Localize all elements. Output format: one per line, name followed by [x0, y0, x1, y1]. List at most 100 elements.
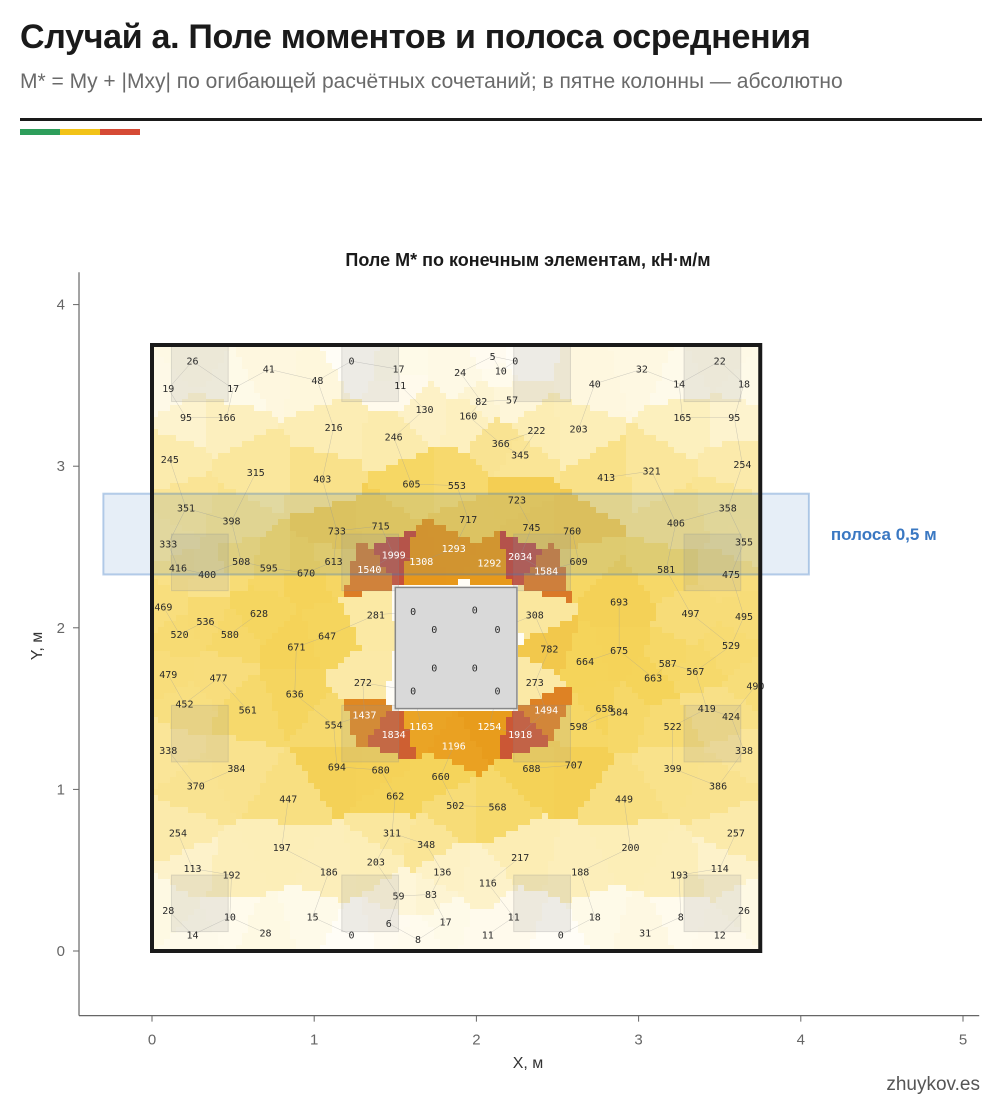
- fe-cell: [446, 477, 453, 484]
- fe-cell: [500, 369, 507, 376]
- fe-cell: [692, 399, 699, 406]
- fe-cell: [554, 369, 561, 376]
- fe-cell: [290, 465, 297, 472]
- fe-cell: [194, 513, 201, 520]
- fe-cell: [722, 435, 729, 442]
- fe-cell: [212, 435, 219, 442]
- fe-cell: [752, 471, 759, 478]
- fe-cell: [614, 351, 621, 358]
- fe-cell: [578, 393, 585, 400]
- fe-cell: [410, 399, 417, 406]
- fe-cell: [176, 351, 183, 358]
- fe-cell: [548, 417, 555, 424]
- fe-cell: [650, 495, 657, 502]
- fe-cell: [572, 435, 579, 442]
- fe-cell: [476, 519, 483, 526]
- fe-cell: [236, 357, 243, 364]
- fe-cell: [608, 585, 615, 592]
- fe-cell: [752, 591, 759, 598]
- fe-cell: [722, 375, 729, 382]
- fe-cell: [242, 507, 249, 514]
- fe-cell: [524, 459, 531, 466]
- fe-cell: [686, 465, 693, 472]
- fe-cell: [368, 525, 375, 532]
- fe-cell: [566, 435, 573, 442]
- fe-cell: [206, 483, 213, 490]
- fe-cell: [284, 537, 291, 544]
- fe-cell: [572, 357, 579, 364]
- fe-cell: [266, 633, 273, 640]
- fe-cell: [470, 483, 477, 490]
- fe-cell: [626, 477, 633, 484]
- fe-cell: [230, 579, 237, 586]
- fe-cell: [692, 357, 699, 364]
- fe-cell: [500, 387, 507, 394]
- fe-cell: [314, 495, 321, 502]
- fe-cell: [560, 453, 567, 460]
- fe-cell: [512, 393, 519, 400]
- fe-cell: [272, 525, 279, 532]
- fe-cell: [350, 621, 357, 628]
- fe-cell: [152, 387, 159, 394]
- fe-cell: [194, 531, 201, 538]
- fe-cell: [680, 501, 687, 508]
- fe-cell: [158, 507, 165, 514]
- fe-cell: [734, 537, 741, 544]
- fe-cell: [362, 399, 369, 406]
- fe-cell: [506, 459, 513, 466]
- fe-cell: [644, 597, 651, 604]
- fe-cell: [296, 399, 303, 406]
- fe-cell: [716, 399, 723, 406]
- fe-cell: [704, 381, 711, 388]
- fe-cell: [662, 387, 669, 394]
- fe-cell: [614, 525, 621, 532]
- fe-cell: [332, 483, 339, 490]
- fe-cell: [362, 633, 369, 640]
- fe-cell: [710, 495, 717, 502]
- fe-cell: [314, 447, 321, 454]
- fe-cell: [602, 423, 609, 430]
- fe-cell: [584, 609, 591, 616]
- fe-cell: [656, 603, 663, 610]
- fe-cell: [296, 357, 303, 364]
- fe-cell: [182, 369, 189, 376]
- fe-cell: [374, 393, 381, 400]
- fe-cell: [476, 543, 483, 550]
- fe-cell: [614, 471, 621, 478]
- fe-cell: [548, 351, 555, 358]
- fe-cell: [218, 459, 225, 466]
- fe-cell: [560, 387, 567, 394]
- fe-cell: [590, 441, 597, 448]
- fe-cell: [182, 453, 189, 460]
- fe-cell: [650, 483, 657, 490]
- fe-cell: [584, 543, 591, 550]
- fe-cell: [548, 411, 555, 418]
- fe-cell: [392, 483, 399, 490]
- fe-cell: [722, 351, 729, 358]
- fe-cell: [530, 429, 537, 436]
- fe-cell: [608, 417, 615, 424]
- fe-cell: [686, 351, 693, 358]
- fe-cell: [452, 357, 459, 364]
- fe-cell: [170, 471, 177, 478]
- fe-cell: [752, 513, 759, 520]
- fe-cell: [560, 369, 567, 376]
- fe-cell: [590, 621, 597, 628]
- fe-cell: [188, 411, 195, 418]
- fe-cell: [536, 489, 543, 496]
- fe-cell: [266, 525, 273, 532]
- fe-cell: [704, 525, 711, 532]
- fe-cell: [698, 405, 705, 412]
- fe-cell: [734, 429, 741, 436]
- fe-cell: [596, 345, 603, 352]
- fe-cell: [518, 633, 525, 640]
- fe-cell: [584, 585, 591, 592]
- fe-cell: [572, 525, 579, 532]
- fe-cell: [590, 375, 597, 382]
- fe-cell: [200, 417, 207, 424]
- fe-cell: [338, 345, 345, 352]
- fe-cell: [458, 405, 465, 412]
- fe-cell: [578, 459, 585, 466]
- fe-cell: [236, 621, 243, 628]
- fe-cell: [416, 483, 423, 490]
